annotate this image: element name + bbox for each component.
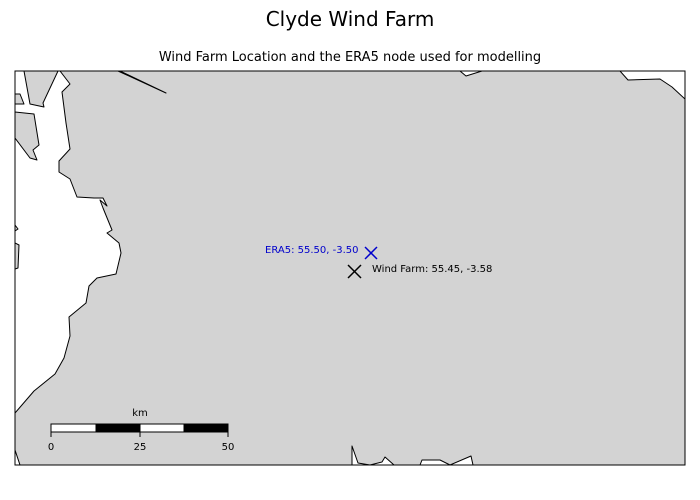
land-island-small [15, 93, 25, 105]
map-frame [14, 70, 686, 466]
scale-segment-2 [95, 423, 141, 433]
era5-marker [364, 246, 378, 260]
land-island-west [15, 111, 40, 161]
era5-label: ERA5: 55.50, -3.50 [265, 245, 358, 256]
scale-label-0: 0 [48, 442, 54, 453]
scale-segment-1 [50, 423, 97, 433]
land-headland-west [15, 242, 20, 270]
scale-label-25: 25 [134, 442, 147, 453]
scale-label-50: 50 [222, 442, 235, 453]
scale-segment-3 [139, 423, 185, 433]
scale-segment-4 [183, 423, 229, 433]
figure-title: Clyde Wind Farm [265, 7, 435, 31]
wind-farm-marker [347, 264, 362, 279]
land-peninsula-west [15, 224, 19, 232]
scale-bar: km 0 25 50 [48, 408, 235, 453]
scale-bar-unit: km [132, 408, 148, 419]
wind-farm-label: Wind Farm: 55.45, -3.58 [372, 264, 492, 275]
map-subtitle: Wind Farm Location and the ERA5 node use… [158, 50, 542, 65]
land-island-north [23, 71, 59, 108]
